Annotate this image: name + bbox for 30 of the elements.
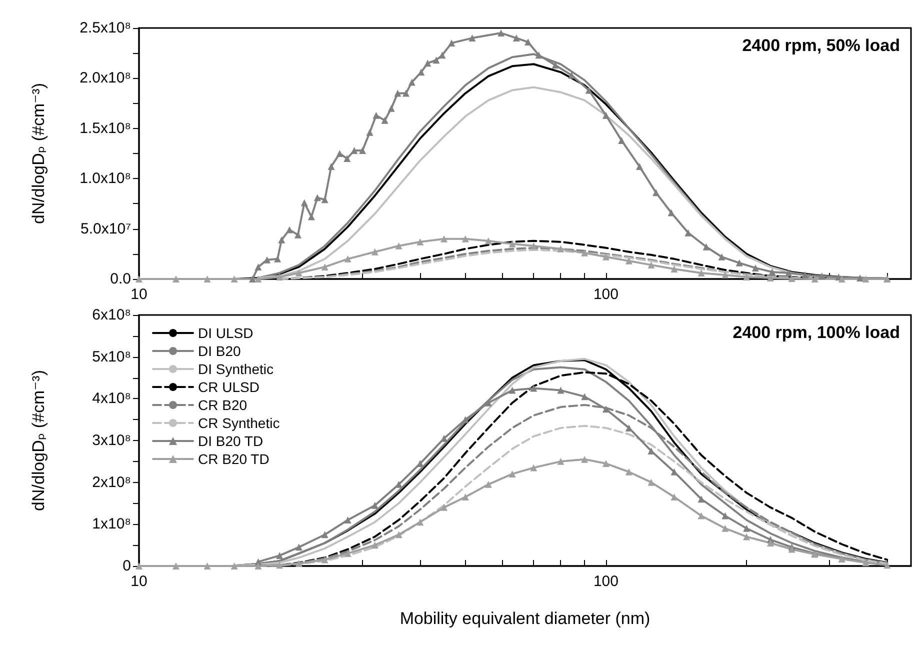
y-tick-label: 0.0 (110, 270, 131, 288)
y-axis-title: dN/dlogDₚ (#cm⁻³) (29, 370, 48, 511)
y-tick-label: 2x10⁸ (92, 474, 131, 491)
x-tick-label: 100 (593, 573, 618, 590)
x-tick-label: 100 (593, 286, 618, 303)
y-tick-label: 6x10⁸ (92, 306, 131, 324)
y-tick-label: 2.0x10⁸ (80, 70, 131, 87)
text: 2400 rpm, 50% load (742, 36, 900, 55)
y-tick-label: 5.0x10⁷ (80, 220, 131, 238)
legend-label: DI B20 (198, 343, 242, 359)
y-axis-title: dN/dlogDₚ (#cm⁻³) (29, 83, 48, 224)
legend-label: CR Synthetic (198, 415, 280, 431)
y-tick-label: 1x10⁸ (92, 516, 131, 533)
legend-label: CR B20 TD (198, 451, 270, 467)
legend-label: CR B20 (198, 397, 248, 413)
y-tick-label: 1.0x10⁸ (80, 170, 131, 188)
y-tick-label: 2.5x10⁸ (80, 20, 131, 36)
legend-label: DI B20 TD (198, 433, 264, 449)
legend-label: DI Synthetic (198, 361, 274, 377)
y-tick-label: 1.5x10⁸ (80, 120, 131, 137)
legend-label: CR ULSD (198, 379, 260, 395)
y-tick-label: 5x10⁸ (92, 348, 131, 366)
text: 2400 rpm, 100% load (732, 323, 900, 342)
x-axis-title: Mobility equivalent diameter (nm) (400, 609, 650, 628)
y-tick-label: 3x10⁸ (92, 432, 131, 449)
y-tick-label: 0 (122, 558, 131, 574)
y-tick-label: 4x10⁸ (92, 390, 131, 408)
x-tick-label: 10 (130, 573, 148, 590)
x-tick-label: 10 (130, 286, 148, 303)
legend-label: DI ULSD (198, 325, 254, 341)
